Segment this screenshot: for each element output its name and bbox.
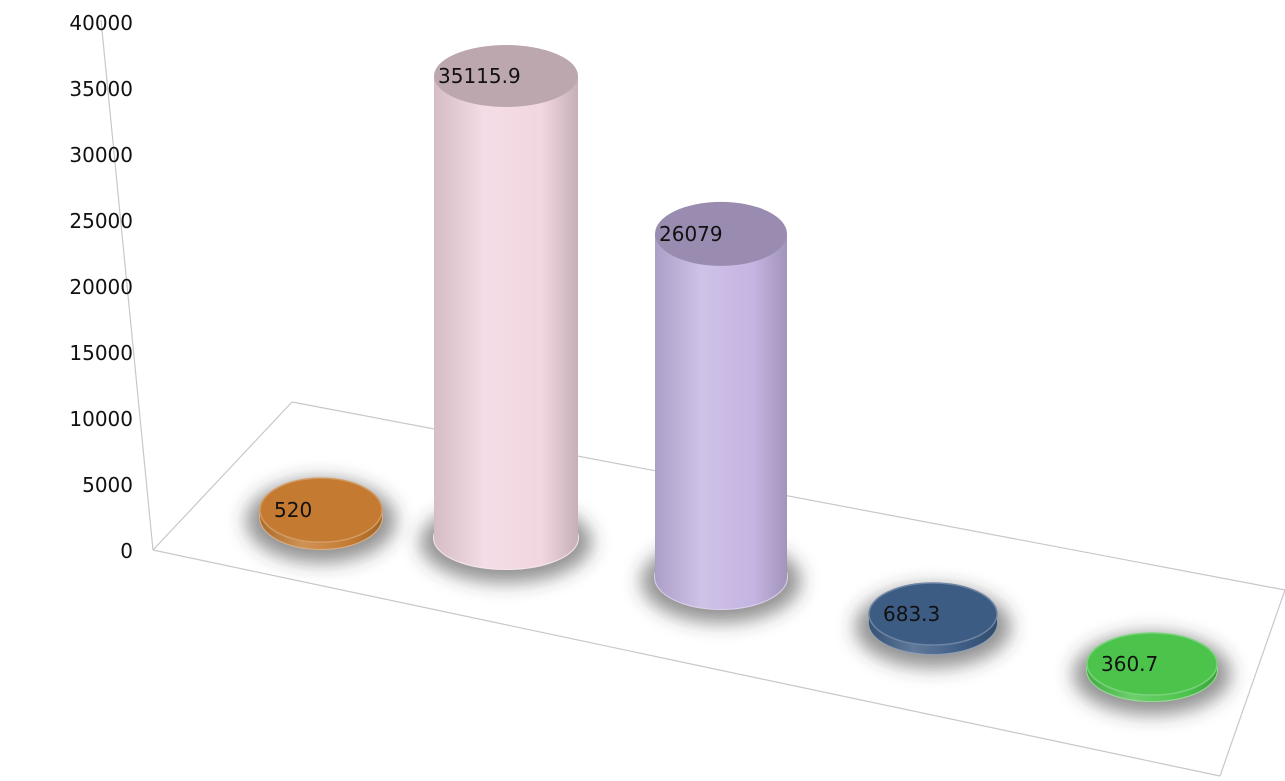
- y-tick-label: 20000: [69, 275, 133, 299]
- bar-cylinder: [434, 45, 578, 569]
- bar-body: [655, 234, 787, 609]
- data-label: 520: [274, 498, 312, 522]
- y-tick-label: 40000: [69, 11, 133, 35]
- y-tick-label: 5000: [82, 473, 133, 497]
- data-label: 683.3: [883, 602, 940, 626]
- y-tick-label: 0: [120, 539, 133, 563]
- data-label: 35115.9: [438, 64, 521, 88]
- floor-right-edge: [1220, 590, 1285, 776]
- bar-body: [434, 76, 578, 569]
- data-label: 26079: [659, 222, 723, 246]
- y-tick-label: 25000: [69, 209, 133, 233]
- y-axis-tick-labels: 0 5000 10000 15000 20000 25000 30000 35000 40000: [69, 11, 133, 563]
- y-tick-label: 35000: [69, 77, 133, 101]
- y-tick-label: 15000: [69, 341, 133, 365]
- data-label: 360.7: [1101, 652, 1158, 676]
- y-tick-label: 10000: [69, 407, 133, 431]
- y-tick-label: 30000: [69, 143, 133, 167]
- bar-cylinder: [655, 202, 787, 609]
